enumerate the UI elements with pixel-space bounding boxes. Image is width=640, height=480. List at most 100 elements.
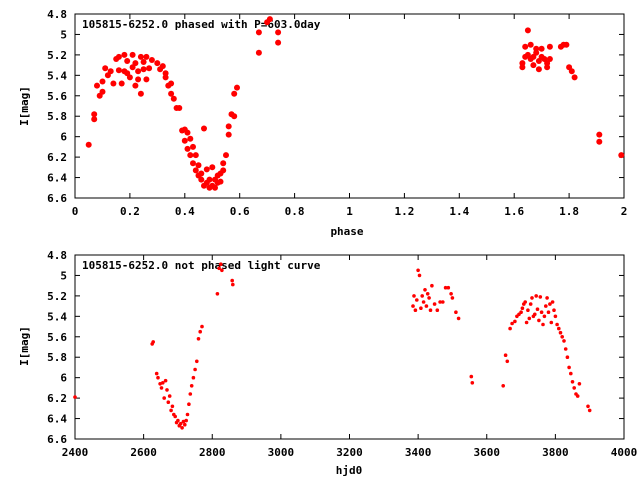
unphased-x-tick-label-2: 2800 bbox=[199, 446, 226, 459]
unphased-data-point bbox=[415, 298, 419, 302]
phased-data-point bbox=[102, 65, 109, 72]
unphased-data-point bbox=[441, 300, 445, 304]
unphased-data-point bbox=[546, 310, 551, 315]
unphased-data-point bbox=[165, 388, 169, 392]
unphased-data-point bbox=[454, 310, 458, 315]
phased-data-point bbox=[231, 90, 238, 97]
unphased-y-tick-label-2: 5.2 bbox=[47, 290, 67, 303]
unphased-data-point bbox=[416, 268, 420, 273]
unphased-y-tick-label-3: 5.4 bbox=[47, 310, 67, 323]
phased-data-point bbox=[168, 90, 175, 97]
unphased-x-tick-label-4: 3200 bbox=[336, 446, 363, 459]
phased-data-point bbox=[124, 58, 131, 64]
phased-data-point bbox=[181, 137, 188, 144]
unphased-data-point bbox=[510, 321, 514, 326]
unphased-data-point bbox=[443, 285, 448, 290]
phased-data-point bbox=[184, 129, 191, 136]
phased-data-point bbox=[596, 138, 603, 145]
unphased-data-point bbox=[501, 384, 506, 388]
phased-data-point bbox=[198, 170, 205, 177]
phased-data-point bbox=[118, 80, 125, 87]
unphased-data-point bbox=[163, 378, 168, 383]
phased-data-point bbox=[225, 131, 232, 138]
phased-data-point bbox=[137, 53, 144, 60]
unphased-data-point bbox=[161, 381, 165, 385]
phased-data-point bbox=[99, 88, 106, 95]
unphased-data-point bbox=[548, 302, 552, 306]
unphased-data-point bbox=[158, 382, 162, 386]
unphased-data-point bbox=[73, 395, 77, 399]
unphased-data-point bbox=[200, 324, 204, 329]
phased-data-point bbox=[187, 152, 194, 159]
phased-data-point bbox=[154, 60, 161, 67]
phased-y-tick-label-2: 5.2 bbox=[47, 49, 67, 62]
unphased-data-point bbox=[166, 400, 171, 405]
phased-data-point bbox=[206, 176, 213, 183]
unphased-data-point bbox=[423, 288, 427, 292]
unphased-data-point bbox=[428, 308, 433, 313]
panel-phased-title: 105815-6252.0 phased with P=603.0day bbox=[82, 18, 321, 31]
phased-x-tick-label-3: 0.6 bbox=[230, 205, 250, 218]
phased-data-point bbox=[192, 167, 199, 174]
unphased-data-point bbox=[570, 380, 575, 384]
unphased-data-point bbox=[196, 337, 201, 341]
unphased-data-point bbox=[193, 367, 197, 372]
unphased-data-point bbox=[230, 278, 234, 283]
phased-y-tick-label-4: 5.6 bbox=[47, 90, 67, 103]
unphased-data-point bbox=[425, 292, 430, 296]
phased-data-point bbox=[563, 41, 570, 48]
phased-data-point bbox=[132, 82, 139, 89]
phased-plot-frame bbox=[74, 13, 625, 199]
phased-series-0 bbox=[85, 16, 625, 191]
unphased-data-point bbox=[560, 335, 564, 339]
unphased-data-point bbox=[446, 285, 451, 290]
unphased-data-point bbox=[449, 292, 453, 296]
unphased-data-point bbox=[565, 355, 570, 360]
phased-data-point bbox=[275, 39, 282, 46]
unphased-data-point bbox=[167, 394, 172, 398]
unphased-data-point bbox=[557, 326, 561, 331]
unphased-data-point bbox=[180, 426, 184, 430]
panel-phased-ylabel: I[mag] bbox=[18, 86, 31, 126]
unphased-data-point bbox=[553, 314, 558, 319]
phased-data-point bbox=[535, 66, 542, 73]
unphased-data-point bbox=[520, 306, 525, 311]
phased-data-point bbox=[203, 166, 210, 173]
phased-data-point bbox=[135, 76, 142, 83]
phased-data-point bbox=[168, 80, 175, 87]
phased-data-point bbox=[132, 60, 139, 67]
unphased-data-point bbox=[412, 294, 416, 298]
phased-data-point bbox=[115, 53, 122, 60]
unphased-data-point bbox=[572, 386, 576, 390]
phased-data-point bbox=[99, 78, 106, 85]
phased-data-point bbox=[527, 41, 534, 48]
phased-axis-ticks: 0 0.2 0.4 0.6 0.8 1 1.2 1.4 1.6 1.8 2 4.8 5 5.2 5.4 5.6… bbox=[47, 8, 627, 218]
unphased-series-0 bbox=[73, 262, 592, 430]
unphased-data-point bbox=[430, 283, 434, 288]
phased-data-point bbox=[234, 84, 240, 91]
unphased-data-point bbox=[575, 394, 580, 398]
phased-data-point bbox=[115, 67, 122, 74]
unphased-data-point bbox=[438, 300, 442, 304]
unphased-data-point bbox=[184, 418, 188, 423]
unphased-data-point bbox=[562, 339, 566, 343]
unphased-data-point bbox=[527, 316, 532, 321]
phased-y-tick-label-1: 5 bbox=[60, 28, 67, 41]
phased-x-tick-label-6: 1.2 bbox=[394, 205, 414, 218]
panel-unphased: 105815-6252.0 not phased light curve hjd… bbox=[18, 249, 637, 477]
unphased-data-point bbox=[538, 295, 543, 299]
unphased-data-point bbox=[413, 308, 418, 313]
unphased-data-point bbox=[217, 266, 221, 271]
unphased-data-point bbox=[542, 314, 547, 319]
phased-data-point bbox=[596, 131, 603, 138]
unphased-data-point bbox=[541, 322, 545, 327]
unphased-data-point bbox=[427, 296, 431, 300]
unphased-data-point bbox=[159, 386, 164, 390]
panel-unphased-ylabel: I[mag] bbox=[18, 326, 31, 366]
unphased-data-point bbox=[528, 302, 533, 306]
phased-data-point bbox=[148, 57, 155, 63]
unphased-data-point bbox=[421, 300, 426, 304]
phased-data-point bbox=[135, 68, 142, 75]
phased-data-point bbox=[217, 178, 224, 185]
unphased-y-tick-label-0: 4.8 bbox=[47, 249, 67, 262]
